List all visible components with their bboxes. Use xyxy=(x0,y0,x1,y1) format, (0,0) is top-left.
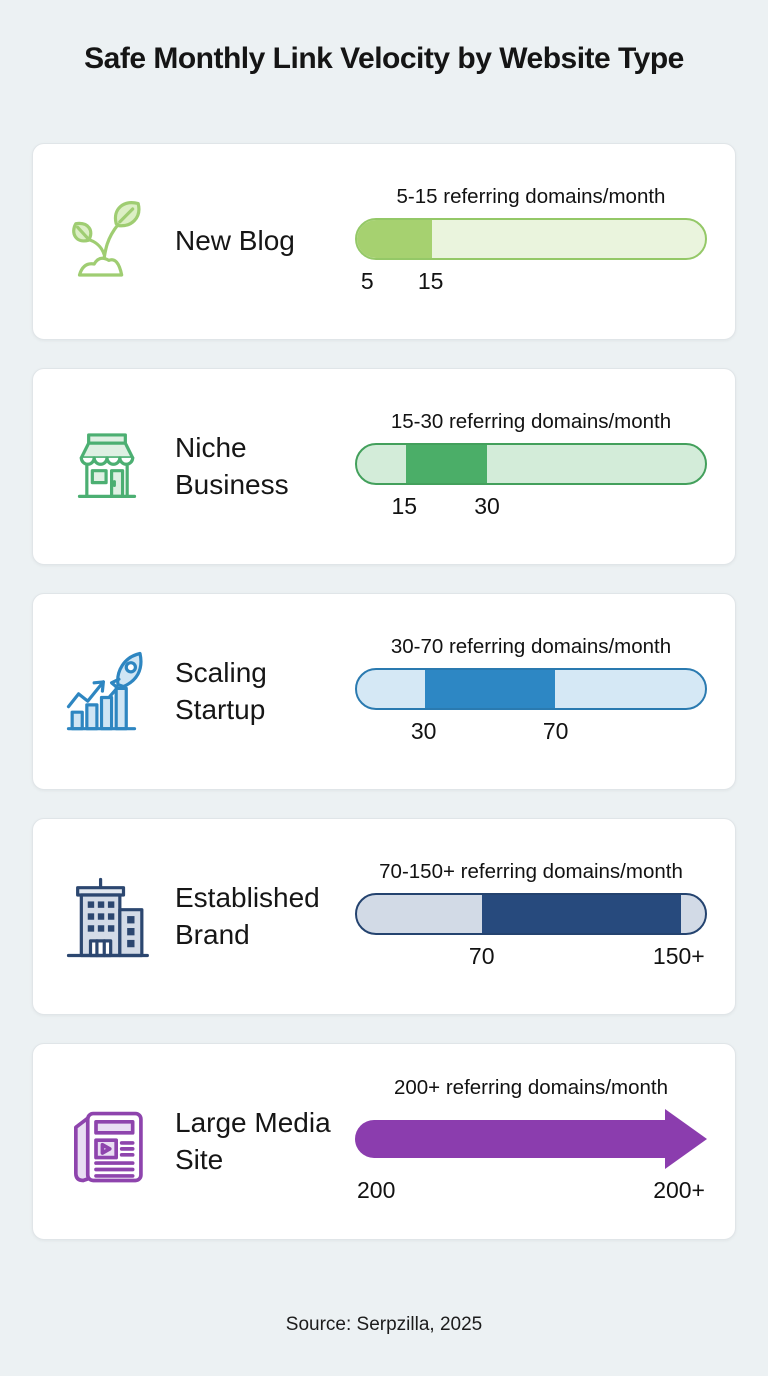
bar-ticks: 70 150+ xyxy=(355,940,707,974)
cards-list: New Blog 5-15 referring domains/month 5 … xyxy=(32,143,736,1240)
card-label: Large Media Site xyxy=(175,1107,331,1175)
tick-min: 15 xyxy=(391,492,418,519)
range-label: 30-70 referring domains/month xyxy=(390,634,672,658)
card-niche-business: Niche Business 15-30 referring domains/m… xyxy=(32,368,736,565)
card-established-brand: Established Brand 70-150+ referring doma… xyxy=(32,818,736,1015)
building-icon xyxy=(63,873,151,961)
range-bar-segment xyxy=(357,219,432,258)
range-bar xyxy=(355,892,707,935)
velocity-meter: 15-30 referring domains/month 15 30 xyxy=(355,410,707,524)
card-label: New Blog xyxy=(175,225,295,257)
range-label: 200+ referring domains/month xyxy=(393,1075,669,1099)
bar-ticks: 30 70 xyxy=(355,715,707,749)
tick-min: 5 xyxy=(360,267,374,294)
tick-max: 15 xyxy=(417,267,444,294)
tick-min: 200 xyxy=(357,1176,396,1203)
range-bar-segment xyxy=(482,894,681,933)
tick-min: 70 xyxy=(468,942,495,969)
range-arrow xyxy=(355,1108,707,1169)
card-label: Established Brand xyxy=(175,882,320,950)
card-new-blog: New Blog 5-15 referring domains/month 5 … xyxy=(32,143,736,340)
range-arrow-shaft xyxy=(355,1119,667,1158)
range-label: 15-30 referring domains/month xyxy=(390,409,672,433)
range-label: 5-15 referring domains/month xyxy=(396,184,666,208)
tick-max: 30 xyxy=(474,492,500,519)
card-label: Scaling Startup xyxy=(175,657,267,725)
range-bar-segment xyxy=(405,444,488,483)
velocity-meter: 200+ referring domains/month 200 200+ xyxy=(355,1076,707,1208)
bar-ticks: 5 15 xyxy=(355,265,707,299)
storefront-icon xyxy=(63,423,151,511)
card-scaling-startup: Scaling Startup 30-70 referring domains/… xyxy=(32,593,736,790)
bar-ticks: 15 30 xyxy=(355,490,707,524)
range-bar xyxy=(355,442,707,485)
range-bar xyxy=(355,217,707,260)
velocity-meter: 5-15 referring domains/month 5 15 xyxy=(355,185,707,299)
velocity-meter: 70-150+ referring domains/month 70 150+ xyxy=(355,860,707,974)
tick-max: 200+ xyxy=(653,1176,705,1203)
source-caption: Source: Serpzilla, 2025 xyxy=(285,1314,483,1335)
tick-min: 30 xyxy=(410,717,437,744)
range-bar xyxy=(355,667,707,710)
range-bar-segment xyxy=(424,669,556,708)
bar-ticks: 200 200+ xyxy=(355,1174,707,1208)
range-arrow-head xyxy=(665,1108,707,1169)
tick-max: 150+ xyxy=(652,942,705,969)
tick-max: 70 xyxy=(542,717,569,744)
rocket-growth-icon xyxy=(63,648,151,736)
newspaper-icon xyxy=(63,1098,151,1186)
range-label: 70-150+ referring domains/month xyxy=(379,859,683,883)
page-title: Safe Monthly Link Velocity by Website Ty… xyxy=(84,42,684,75)
velocity-meter: 30-70 referring domains/month 30 70 xyxy=(355,635,707,749)
seedling-icon xyxy=(63,198,151,286)
card-large-media-site: Large Media Site 200+ referring domains/… xyxy=(32,1043,736,1240)
card-label: Niche Business xyxy=(175,432,289,500)
